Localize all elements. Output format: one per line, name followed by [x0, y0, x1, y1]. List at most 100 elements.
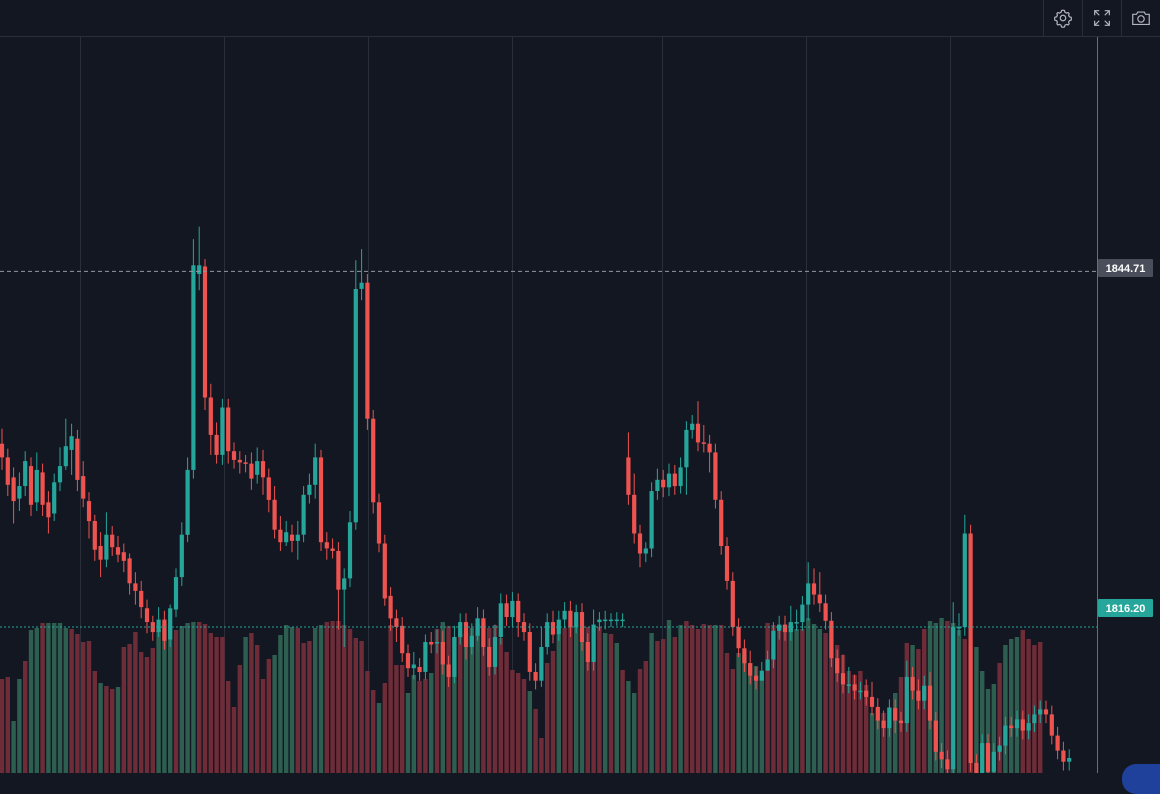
fullscreen-button[interactable]	[1082, 0, 1120, 36]
volume-bar	[806, 618, 811, 773]
candle	[255, 447, 260, 484]
volume-bar	[1014, 637, 1020, 773]
candle	[237, 451, 242, 474]
volume-bar	[777, 625, 782, 773]
volume-bar	[707, 625, 712, 773]
candle	[823, 594, 828, 630]
volume-bar	[661, 639, 666, 773]
candle	[956, 613, 962, 636]
volume-bar	[46, 623, 51, 773]
candle	[719, 491, 724, 555]
volume-bar	[440, 622, 445, 773]
volume-bar	[690, 625, 695, 773]
volume-bar	[411, 675, 416, 773]
candle	[846, 667, 851, 694]
candle	[220, 398, 225, 465]
volume-bar	[110, 689, 115, 773]
volume-bar	[295, 628, 300, 773]
volume-bar	[272, 655, 277, 773]
volume-bar	[852, 675, 857, 773]
candle	[92, 514, 97, 561]
candle	[318, 449, 324, 551]
candle	[864, 679, 869, 706]
volume-bar	[81, 642, 86, 773]
candle	[150, 615, 155, 641]
candle	[307, 473, 312, 504]
candle	[730, 572, 735, 636]
candle	[266, 468, 271, 513]
candle	[840, 654, 846, 694]
high-price-tag: 1844.71	[1098, 259, 1153, 277]
volume-bar	[202, 624, 208, 773]
settings-button[interactable]	[1043, 0, 1081, 36]
volume-bar	[556, 635, 561, 773]
volume-bar	[933, 623, 938, 773]
volume-bar	[597, 627, 602, 773]
volume-bar	[504, 652, 509, 773]
volume-bar	[162, 624, 167, 773]
last-price-tag: 1816.20	[1098, 599, 1153, 617]
candle	[893, 699, 898, 734]
volume-bar	[864, 685, 869, 773]
volume-bars	[0, 618, 1043, 773]
corner-widget[interactable]	[1122, 764, 1160, 794]
volume-bar	[910, 645, 915, 773]
candle	[852, 674, 857, 700]
volume-bar	[823, 633, 828, 773]
volume-bar	[550, 651, 556, 773]
volume-bar	[608, 634, 614, 773]
volume-bar	[678, 625, 683, 773]
volume-bar	[985, 689, 991, 773]
candle	[968, 524, 973, 772]
candle	[313, 443, 318, 499]
volume-bar	[313, 628, 318, 773]
volume-bar	[342, 625, 347, 773]
candle	[405, 644, 411, 677]
volume-bar	[980, 671, 985, 773]
candle	[347, 511, 353, 588]
volume-bar	[266, 659, 271, 773]
volume-bar	[620, 670, 625, 773]
candle	[568, 600, 573, 637]
screenshot-button[interactable]	[1121, 0, 1159, 36]
candle	[962, 514, 967, 636]
candle	[713, 443, 718, 509]
candle	[869, 681, 875, 716]
candle	[800, 595, 805, 631]
candle	[400, 617, 405, 662]
candle	[98, 532, 103, 578]
volume-bar	[713, 625, 718, 773]
candle	[881, 710, 886, 737]
volume-bar	[869, 713, 875, 773]
volume-bar	[284, 625, 289, 773]
candle	[585, 633, 590, 671]
volume-bar	[974, 647, 979, 773]
volume-bar	[57, 623, 63, 773]
volume-bar	[104, 686, 109, 773]
volume-bar	[75, 634, 80, 773]
candle	[678, 457, 683, 494]
candle	[52, 473, 57, 521]
candle	[278, 516, 283, 551]
candle	[603, 610, 608, 630]
volume-bar	[1003, 645, 1008, 773]
candle	[759, 662, 764, 681]
volume-bar	[11, 721, 16, 773]
candlestick-chart[interactable]: 1844.71 1816.20	[0, 0, 1160, 773]
volume-bar	[307, 641, 312, 773]
volume-bar	[568, 626, 573, 773]
volume-bar	[92, 671, 97, 773]
volume-bar	[214, 637, 219, 773]
volume-bar	[330, 621, 335, 773]
volume-bar	[197, 622, 202, 773]
volume-bar	[324, 622, 329, 773]
candle	[1055, 726, 1060, 760]
volume-bar	[858, 671, 863, 773]
candle	[69, 423, 74, 475]
volume-bar	[394, 665, 399, 773]
candle	[811, 568, 817, 605]
volume-bar	[591, 628, 596, 773]
candle	[226, 398, 231, 464]
volume-bar	[736, 653, 741, 773]
candle	[57, 447, 63, 492]
